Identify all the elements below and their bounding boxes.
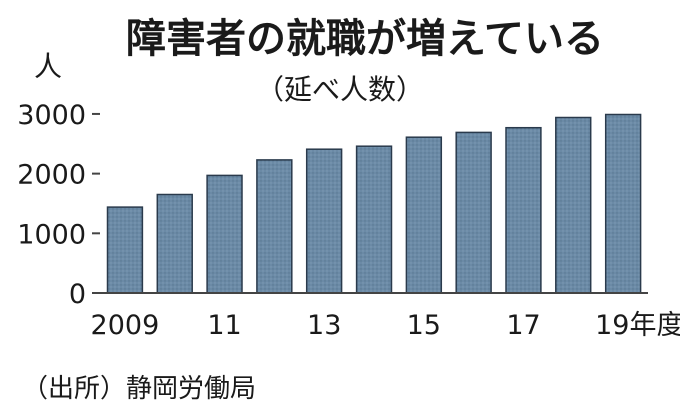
y-tick-label: 0 — [69, 279, 86, 310]
y-axis-ticks: 0 1000 2000 3000 — [17, 100, 100, 310]
x-axis-ticks: 2009 11 13 15 17 19年度 — [91, 310, 680, 341]
x-tick-label: 11 — [207, 310, 241, 341]
x-tick-label: 15 — [407, 310, 441, 341]
chart-subtitle: （延べ人数） — [256, 73, 424, 106]
bar-2019 — [604, 113, 642, 294]
bar-2012 — [256, 159, 293, 294]
bar-2010 — [156, 193, 193, 294]
y-axis-unit: 人 — [34, 50, 62, 83]
x-tick-label: 13 — [307, 310, 341, 341]
bar-2017 — [505, 126, 542, 294]
bar-2014 — [355, 145, 393, 294]
x-tick-label: 17 — [506, 310, 540, 341]
chart-title: 障害者の就職が増えている — [126, 16, 604, 62]
y-tick-label: 2000 — [17, 160, 86, 191]
bar-2015 — [405, 136, 443, 294]
bar-2018 — [555, 116, 592, 294]
bar-2013 — [305, 148, 343, 294]
x-tick-label: 2009 — [91, 310, 160, 341]
bar-2016 — [455, 131, 492, 294]
source-note: （出所）静岡労働局 — [22, 374, 256, 404]
bar-2011 — [206, 174, 243, 294]
y-tick-label: 3000 — [17, 100, 86, 131]
bars — [106, 113, 642, 294]
bar-2009 — [106, 206, 144, 294]
x-tick-label: 19年度 — [595, 310, 680, 341]
y-tick-label: 1000 — [17, 219, 86, 250]
